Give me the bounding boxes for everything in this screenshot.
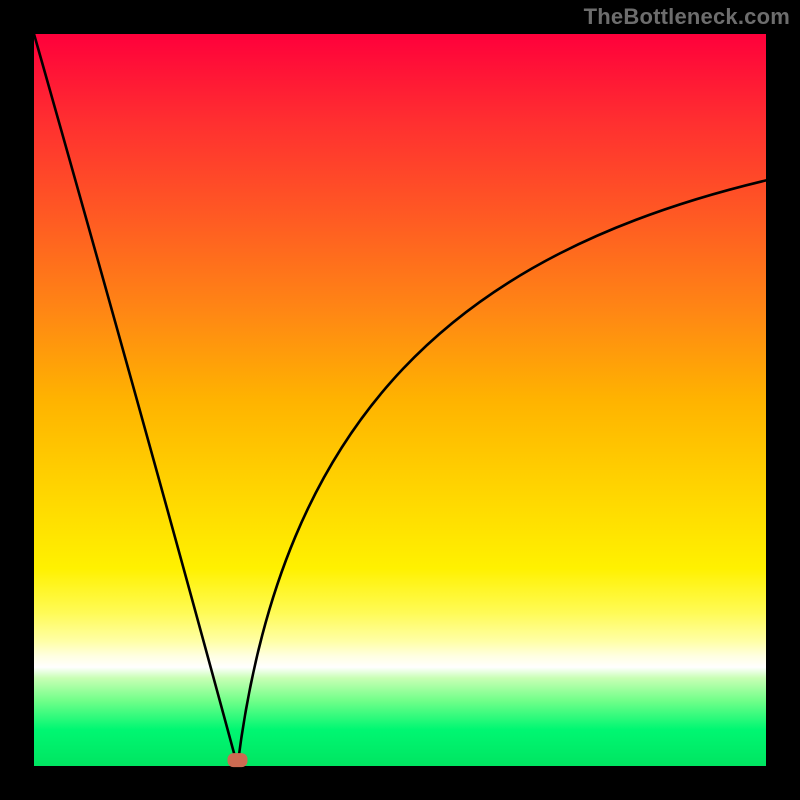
watermark-text: TheBottleneck.com xyxy=(584,4,790,30)
bottleneck-chart xyxy=(0,0,800,800)
chart-container: TheBottleneck.com xyxy=(0,0,800,800)
